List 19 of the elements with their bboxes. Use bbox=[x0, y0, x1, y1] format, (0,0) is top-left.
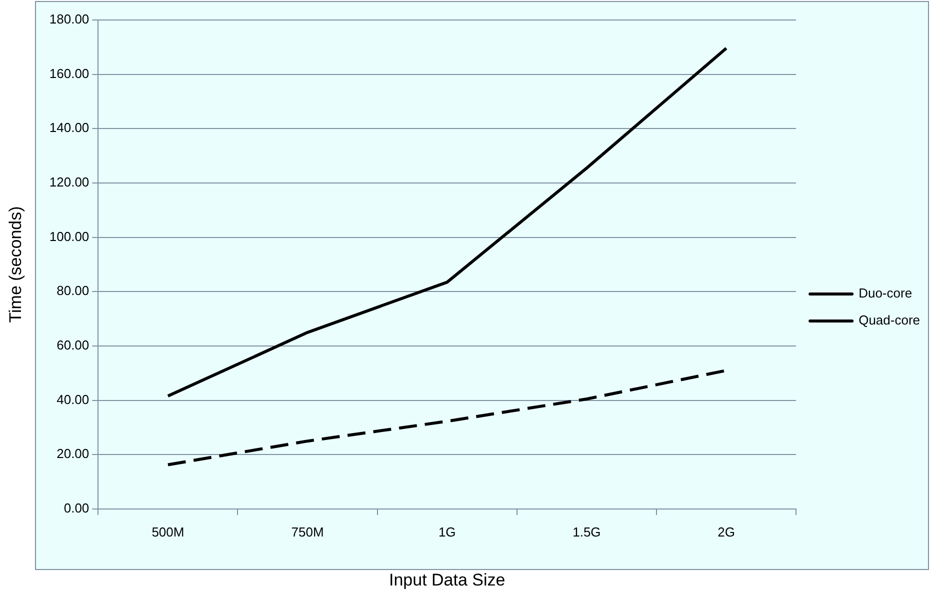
x-tick-label: 1G bbox=[438, 524, 456, 540]
y-tick-label: 120.00 bbox=[49, 174, 90, 190]
x-tick-label: 1.5G bbox=[572, 524, 601, 540]
legend-label: Quad-core bbox=[858, 312, 920, 328]
y-tick-label: 180.00 bbox=[49, 12, 90, 27]
y-tick-label: 60.00 bbox=[56, 338, 90, 353]
y-tick-label: 160.00 bbox=[49, 66, 90, 81]
x-tick-label: 2G bbox=[718, 524, 735, 540]
x-tick-label: 500M bbox=[152, 524, 184, 540]
y-tick-label: 40.00 bbox=[56, 392, 90, 407]
y-tick-label: 100.00 bbox=[49, 228, 90, 244]
x-tick-label: 750M bbox=[291, 524, 324, 540]
y-tick-label: 140.00 bbox=[49, 120, 90, 136]
y-tick-label: 20.00 bbox=[56, 446, 90, 462]
y-tick-label: 0.00 bbox=[64, 500, 90, 516]
y-tick-label: 80.00 bbox=[56, 283, 90, 298]
x-axis-title: Input Data Size bbox=[388, 570, 506, 590]
y-axis-title: Time (seconds) bbox=[6, 206, 25, 323]
legend-label: Duo-core bbox=[858, 286, 912, 301]
